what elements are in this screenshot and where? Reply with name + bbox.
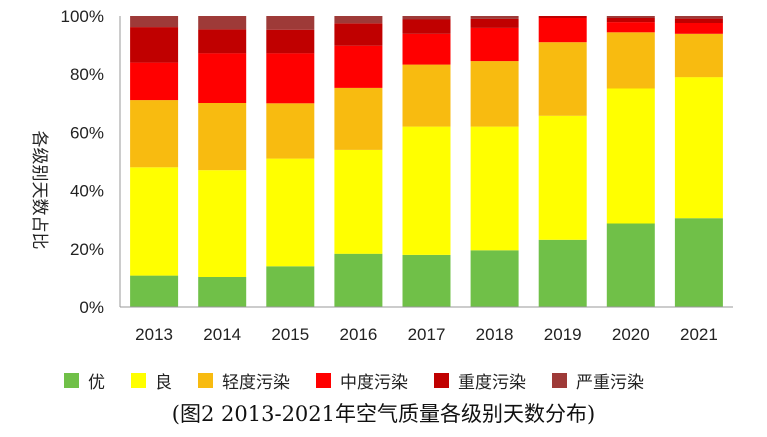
legend-item: 轻度污染 [198, 368, 290, 393]
legend-swatch [198, 372, 213, 388]
bar-segment-2020-5 [606, 16, 655, 18]
legend-swatch [316, 372, 331, 388]
bars-group [130, 16, 723, 307]
bar-segment-2017-3 [402, 33, 451, 65]
bar-segment-2016-0 [334, 253, 383, 307]
figure-caption: (图2 2013-2021年空气质量各级别天数分布) [171, 402, 596, 426]
bar-segment-2018-4 [470, 18, 519, 28]
bar-segment-2021-5 [674, 16, 723, 19]
bar-segment-2013-2 [130, 100, 179, 168]
stacked-bar-chart: 0%20%40%60%80%100% 2013 2014 2015 2016 2017 2… [29, 7, 733, 344]
bar-segment-2021-1 [674, 77, 723, 219]
bar-segment-2014-5 [198, 16, 247, 30]
legend-item: 中度污染 [316, 368, 408, 393]
bar-segment-2014-2 [198, 103, 247, 171]
legend-label: 严重污染 [576, 372, 644, 393]
legend-item: 优 [64, 368, 105, 393]
bar-segment-2016-5 [334, 16, 383, 24]
x-tick-label: 2016 [339, 325, 377, 344]
legend: 优 良 轻度污染 中度污染 重度污染 严重污染 [64, 366, 744, 394]
y-tick-label: 80% [70, 65, 104, 84]
bar-segment-2018-1 [470, 126, 519, 251]
legend-label: 轻度污染 [222, 372, 290, 393]
bar-segment-2013-3 [130, 62, 179, 101]
bar-segment-2015-3 [266, 53, 315, 104]
legend-swatch [552, 372, 567, 388]
bar-segment-2016-4 [334, 23, 383, 46]
bar-segment-2017-5 [402, 16, 451, 20]
bar-segment-2020-2 [606, 32, 655, 89]
bar-segment-2017-0 [402, 254, 451, 307]
bar-segment-2015-1 [266, 158, 315, 267]
bar-segment-2015-0 [266, 266, 315, 307]
y-axis-title: 各级别天数占比 [29, 131, 49, 250]
legend-label: 优 [88, 372, 105, 393]
bar-segment-2013-0 [130, 275, 179, 307]
legend-label: 中度污染 [340, 372, 408, 393]
y-tick-label: 20% [70, 240, 104, 259]
bar-segment-2019-1 [538, 115, 587, 240]
y-tick-label: 60% [70, 123, 104, 142]
legend-label: 重度污染 [458, 372, 526, 393]
bar-segment-2014-4 [198, 29, 247, 54]
bar-segment-2020-1 [606, 88, 655, 224]
bar-segment-2015-2 [266, 103, 315, 159]
bar-segment-2014-0 [198, 277, 247, 307]
legend-item: 严重污染 [552, 368, 644, 393]
x-tick-label: 2021 [680, 325, 718, 344]
bar-segment-2021-4 [674, 18, 723, 23]
bar-segment-2020-3 [606, 22, 655, 33]
bar-segment-2017-1 [402, 126, 451, 255]
bar-segment-2013-1 [130, 167, 179, 276]
bar-segment-2018-2 [470, 61, 519, 127]
y-tick-label: 40% [70, 182, 104, 201]
bar-segment-2014-3 [198, 53, 247, 103]
bar-segment-2020-0 [606, 223, 655, 307]
bar-segment-2018-0 [470, 250, 519, 307]
bar-segment-2019-4 [538, 16, 587, 18]
bar-segment-2013-5 [130, 16, 179, 28]
bar-segment-2018-3 [470, 27, 519, 62]
bar-segment-2019-0 [538, 239, 587, 307]
bar-segment-2018-5 [470, 16, 519, 19]
legend-label: 良 [155, 372, 172, 393]
bar-segment-2017-4 [402, 19, 451, 34]
legend-swatch [131, 372, 146, 388]
y-tick-labels: 0% 20% 40% 60% 80% 100% [61, 7, 104, 317]
bar-segment-2015-5 [266, 16, 315, 30]
x-tick-label: 2018 [476, 325, 514, 344]
x-tick-labels: 2013 2014 2015 2016 2017 2018 2019 2020 2021 [135, 325, 718, 344]
bar-segment-2021-0 [674, 218, 723, 307]
bar-segment-2020-4 [606, 18, 655, 23]
bar-segment-2021-2 [674, 33, 723, 78]
legend-item: 良 [131, 368, 172, 393]
x-tick-label: 2017 [408, 325, 446, 344]
y-tick-label: 100% [61, 7, 104, 26]
bar-segment-2019-3 [538, 18, 587, 43]
bar-segment-2016-1 [334, 149, 383, 254]
bar-segment-2016-2 [334, 87, 383, 150]
bar-segment-2014-1 [198, 170, 247, 277]
x-tick-label: 2015 [271, 325, 309, 344]
legend-swatch [434, 372, 449, 388]
bar-segment-2019-2 [538, 42, 587, 116]
bar-segment-2013-4 [130, 27, 179, 63]
x-tick-label: 2013 [135, 325, 173, 344]
x-tick-label: 2020 [612, 325, 650, 344]
bar-segment-2021-3 [674, 23, 723, 34]
bar-segment-2017-2 [402, 64, 451, 127]
x-tick-label: 2014 [203, 325, 241, 344]
x-tick-label: 2019 [544, 325, 582, 344]
legend-item: 重度污染 [434, 368, 526, 393]
bar-segment-2015-4 [266, 29, 315, 54]
legend-swatch [64, 372, 79, 388]
y-tick-label: 0% [79, 298, 104, 317]
bar-segment-2016-3 [334, 45, 383, 88]
